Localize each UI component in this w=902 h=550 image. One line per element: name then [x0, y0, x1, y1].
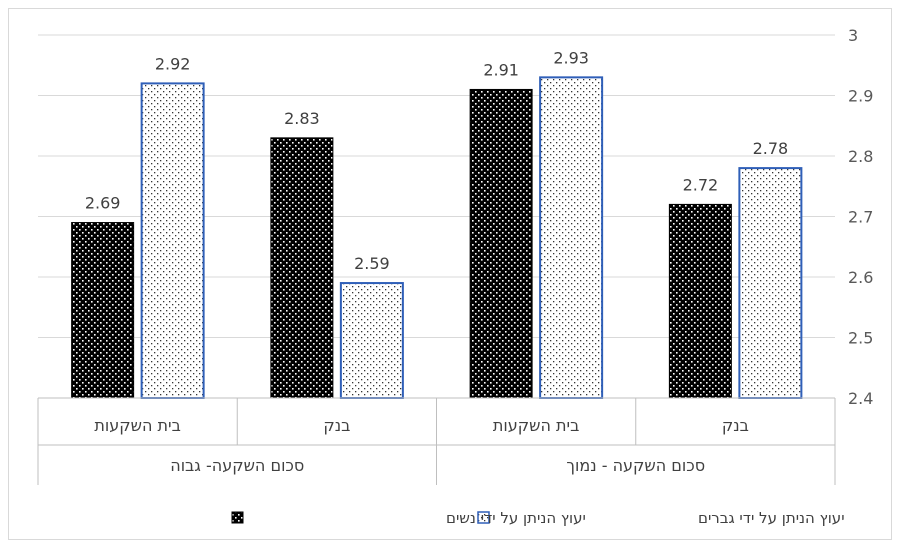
- category-label: בנק: [722, 416, 749, 435]
- data-label: 2.59: [354, 254, 390, 273]
- legend-label: יעוץ הניתן על ידי גברים: [698, 509, 845, 527]
- data-label: 2.93: [553, 48, 589, 67]
- bar: [539, 76, 604, 399]
- y-tick-label: 2.4: [848, 389, 873, 408]
- legend-swatch: [477, 511, 490, 524]
- bar: [738, 167, 803, 399]
- data-label: 2.91: [483, 60, 519, 79]
- y-tick-label: 3: [848, 26, 858, 45]
- y-axis-ticks: 3 2.9 2.8 2.7 2.6 2.5 2.4: [848, 26, 873, 408]
- category-label: בית השקעות: [94, 416, 180, 435]
- bar: [668, 203, 732, 399]
- data-label: 2.69: [85, 194, 121, 213]
- data-labels: 2.78 2.72 2.93 2.91 2.59 2.83 2.92 2.69: [85, 48, 788, 273]
- bar: [140, 82, 205, 400]
- y-tick-label: 2.9: [848, 87, 873, 106]
- category-label: בנק: [323, 416, 350, 435]
- data-label: 2.92: [155, 54, 191, 73]
- category-label: בית השקעות: [493, 416, 579, 435]
- bars: [71, 76, 803, 400]
- legend: יעוץ הניתן על ידי גברים יעוץ הניתן על ידי…: [231, 509, 845, 527]
- bar: [339, 282, 404, 399]
- data-label: 2.78: [753, 139, 789, 158]
- y-tick-label: 2.5: [848, 329, 873, 348]
- legend-label: יעוץ הניתן על ידי נשים: [446, 509, 586, 527]
- data-label: 2.83: [284, 109, 320, 128]
- y-tick-label: 2.8: [848, 147, 873, 166]
- group-label: סכום השקעה - נמוך: [566, 456, 705, 475]
- y-tick-label: 2.7: [848, 208, 873, 227]
- legend-swatch: [231, 511, 244, 524]
- bar: [469, 88, 533, 399]
- category-axis: בנק בית השקעות בנק בית השקעות סכום השקעה - נ…: [37, 397, 836, 485]
- y-tick-label: 2.6: [848, 268, 873, 287]
- group-label: סכום השקעה- גבוה: [170, 456, 304, 475]
- data-label: 2.72: [683, 175, 719, 194]
- bar: [71, 222, 135, 399]
- bar: [270, 137, 334, 399]
